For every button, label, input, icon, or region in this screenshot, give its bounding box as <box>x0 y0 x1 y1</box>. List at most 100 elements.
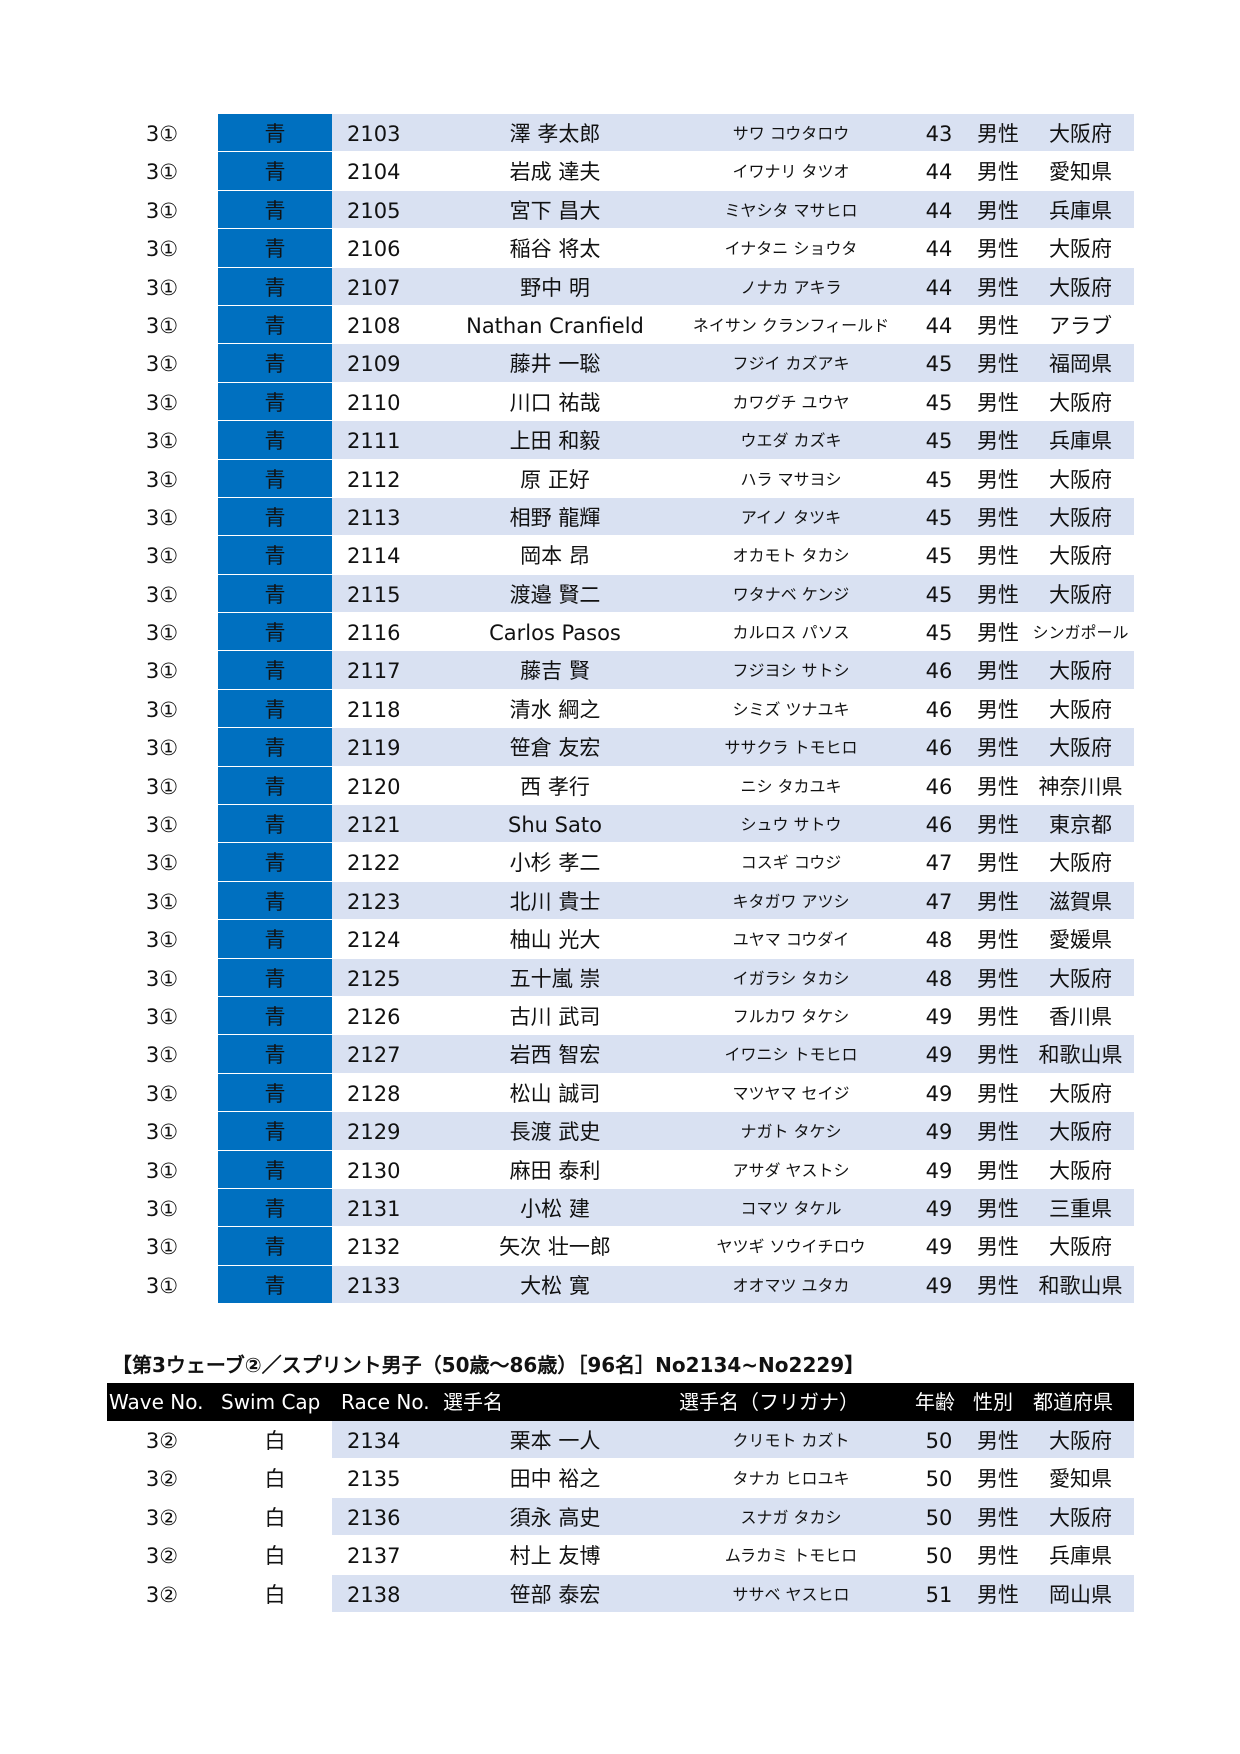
cell-athlete-name-kana: ササクラ トモヒロ <box>724 738 858 758</box>
cell-prefecture: アラブ <box>1049 313 1112 338</box>
table-row: 3① 青 2121 Shu Sato シュウ サトウ 46 男性 東京都 <box>107 805 1134 843</box>
table-row: 3① 青 2124 柚山 光大 ユヤマ コウダイ 48 男性 愛媛県 <box>107 920 1134 958</box>
cell-athlete-name: 麻田 泰利 <box>509 1158 601 1183</box>
cell-wave-no: 3① <box>145 1081 179 1106</box>
cell-athlete-name: 澤 孝太郎 <box>509 122 601 146</box>
cell-wave-no: 3① <box>145 544 179 569</box>
cell-athlete-name-kana: ワタナベ ケンジ <box>732 584 850 604</box>
cell-gender: 男性 <box>977 1429 1019 1453</box>
cell-gender: 男性 <box>977 544 1019 569</box>
cell-prefecture: 大阪府 <box>1049 966 1112 991</box>
row-band <box>332 344 1134 382</box>
cell-race-no: 2119 <box>347 736 401 761</box>
cell-age: 45 <box>925 582 953 607</box>
cell-athlete-name-kana: キタガワ アツシ <box>732 891 850 911</box>
cell-age: 49 <box>925 1043 953 1068</box>
cell-wave-no: 3① <box>145 1043 179 1068</box>
cell-age: 48 <box>925 928 953 953</box>
cell-swim-cap: 青 <box>218 1150 332 1188</box>
cell-gender: 男性 <box>977 1081 1019 1106</box>
section-heading: 【第3ウェーブ②／スプリント男子（50歳～86歳）［96名］No2134~No2… <box>112 1353 865 1377</box>
header-name: 選手名 <box>443 1390 503 1414</box>
cell-age: 47 <box>925 851 953 876</box>
cell-race-no: 2121 <box>347 813 401 838</box>
cell-wave-no: 3② <box>145 1505 179 1530</box>
cell-gender: 男性 <box>977 1004 1019 1029</box>
cell-age: 44 <box>925 160 953 185</box>
cell-prefecture: 大阪府 <box>1049 659 1112 684</box>
cell-athlete-name: 五十嵐 崇 <box>509 966 601 991</box>
cell-prefecture: 大阪府 <box>1049 505 1112 530</box>
cell-athlete-name-kana: タナカ ヒロユキ <box>732 1469 850 1489</box>
cell-gender: 男性 <box>977 1544 1019 1569</box>
cell-prefecture: 大阪府 <box>1049 736 1112 761</box>
cell-swim-cap: 青 <box>218 267 332 305</box>
cell-race-no: 2109 <box>347 352 401 377</box>
cell-swim-cap: 青 <box>218 613 332 651</box>
cell-gender: 男性 <box>977 697 1019 722</box>
row-band <box>332 190 1134 229</box>
cell-prefecture: 兵庫県 <box>1049 198 1112 223</box>
cell-wave-no: 3② <box>145 1429 179 1453</box>
cell-athlete-name: 柚山 光大 <box>509 928 601 953</box>
cell-swim-cap: 白 <box>264 1467 286 1492</box>
cell-gender: 男性 <box>977 1467 1019 1492</box>
cell-age: 46 <box>925 697 953 722</box>
cell-athlete-name-kana: シュウ サトウ <box>740 815 842 835</box>
cell-wave-no: 3② <box>145 1582 179 1607</box>
cell-swim-cap: 青 <box>218 1188 332 1227</box>
cell-age: 49 <box>925 1004 953 1029</box>
cell-athlete-name: 岩成 達夫 <box>509 160 601 185</box>
table-row: 3② 白 2135 田中 裕之 タナカ ヒロユキ 50 男性 愛知県 <box>107 1459 1134 1497</box>
table-row: 3① 青 2131 小松 建 コマツ タケル 49 男性 三重県 <box>107 1188 1134 1227</box>
cell-gender: 男性 <box>977 928 1019 953</box>
cell-athlete-name-kana: ササベ ヤスヒロ <box>732 1584 850 1604</box>
cell-gender: 男性 <box>977 352 1019 377</box>
cell-swim-cap: 青 <box>218 497 332 536</box>
cell-age: 43 <box>925 122 953 146</box>
cell-wave-no: 3① <box>145 966 179 991</box>
cell-age: 44 <box>925 237 953 262</box>
cell-gender: 男性 <box>977 1235 1019 1260</box>
entry-table-wave-3-2: 3② 白 2134 栗本 一人 クリモト カズト 50 男性 大阪府 3② 白 2135 田中 裕之タ… <box>107 1421 1134 1613</box>
table-row: 3① 青 2110 川口 祐哉 カワグチ ユウヤ 45 男性 大阪府 <box>107 382 1134 421</box>
cell-prefecture: 愛知県 <box>1049 1467 1112 1492</box>
cell-age: 45 <box>925 429 953 454</box>
row-band <box>332 1188 1134 1227</box>
cell-prefecture: シンガポール <box>1032 623 1129 643</box>
cell-athlete-name: 松山 誠司 <box>509 1081 601 1106</box>
cell-athlete-name: 笹倉 友宏 <box>509 736 601 761</box>
cell-athlete-name: 川口 祐哉 <box>509 390 601 415</box>
cell-athlete-name-kana: アサダ ヤストシ <box>732 1160 850 1180</box>
cell-athlete-name: 田中 裕之 <box>509 1467 601 1492</box>
table-row: 3① 青 2130 麻田 泰利 アサダ ヤストシ 49 男性 大阪府 <box>107 1150 1134 1189</box>
row-band <box>332 1421 1134 1459</box>
cell-athlete-name: 渡邉 賢二 <box>509 582 601 607</box>
cell-athlete-name-kana: マツヤマ セイジ <box>732 1083 850 1103</box>
cell-athlete-name: 西 孝行 <box>520 774 590 799</box>
cell-wave-no: 3① <box>145 813 179 838</box>
cell-age: 50 <box>925 1505 953 1530</box>
cell-gender: 男性 <box>977 1505 1019 1530</box>
cell-gender: 男性 <box>977 237 1019 262</box>
cell-wave-no: 3① <box>145 1158 179 1183</box>
cell-race-no: 2131 <box>347 1196 401 1221</box>
cell-wave-no: 3① <box>145 505 179 530</box>
table-row: 3① 青 2114 岡本 昂 オカモト タカシ 45 男性 大阪府 <box>107 536 1134 574</box>
cell-athlete-name-kana: イナタニ ショウタ <box>724 239 858 259</box>
cell-athlete-name: 古川 武司 <box>509 1004 601 1029</box>
table-header: Wave No. Swim Cap Race No. 選手名 選手名（フリガナ）… <box>107 1383 1134 1421</box>
cell-gender: 男性 <box>977 160 1019 185</box>
cell-age: 46 <box>925 659 953 684</box>
cell-race-no: 2111 <box>347 429 401 454</box>
cell-athlete-name: Carlos Pasos <box>489 621 621 646</box>
cell-athlete-name: 栗本 一人 <box>509 1429 601 1453</box>
cell-gender: 男性 <box>977 1273 1019 1298</box>
cell-wave-no: 3① <box>145 697 179 722</box>
cell-athlete-name-kana: ミヤシタ マサヒロ <box>724 200 858 220</box>
cell-athlete-name: 上田 和毅 <box>509 429 601 454</box>
cell-age: 49 <box>925 1273 953 1298</box>
cell-wave-no: 3① <box>145 1004 179 1029</box>
cell-swim-cap: 青 <box>218 114 332 152</box>
cell-swim-cap: 青 <box>218 1073 332 1112</box>
